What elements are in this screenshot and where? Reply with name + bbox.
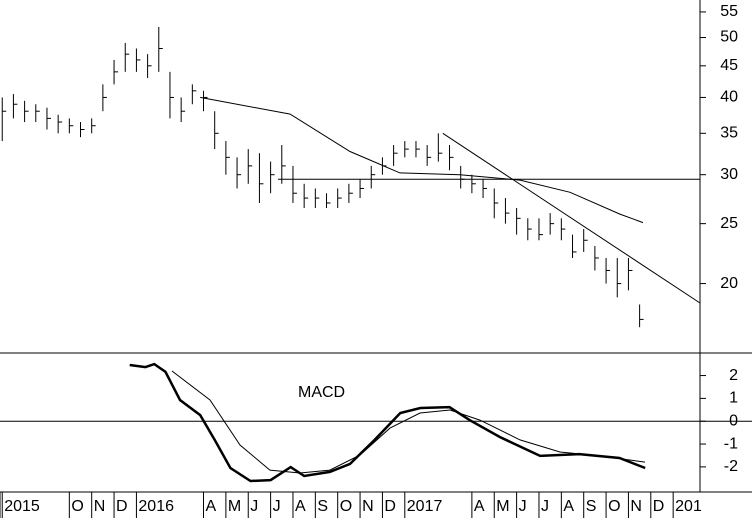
x-tick-label: 2016: [138, 498, 174, 515]
trendline: [442, 132, 701, 304]
x-tick-label: M: [496, 498, 509, 515]
x-tick-label: J: [541, 498, 549, 515]
x-tick-label: 201: [675, 498, 702, 515]
x-tick-label: N: [362, 498, 374, 515]
x-tick-label: D: [384, 498, 396, 515]
x-tick-label: A: [206, 498, 217, 515]
y-tick-label: -2: [724, 458, 738, 475]
x-tick-label: N: [94, 498, 106, 515]
x-tick-label: O: [608, 498, 620, 515]
moving-average: [200, 96, 644, 224]
x-tick-label: 2015: [4, 498, 40, 515]
x-tick-label: J: [273, 498, 281, 515]
x-tick-label: S: [317, 498, 328, 515]
y-tick-label: 35: [720, 125, 738, 142]
y-tick-label: 25: [720, 215, 738, 232]
x-tick-label: J: [250, 498, 258, 515]
y-tick-label: 55: [720, 3, 738, 20]
macd-line: [129, 362, 646, 483]
x-tick-label: A: [474, 498, 485, 515]
y-tick-label: 30: [720, 166, 738, 183]
x-tick-label: 2017: [407, 498, 443, 515]
x-tick-label: D: [653, 498, 665, 515]
y-tick-label: -1: [724, 435, 738, 452]
x-tick-label: S: [586, 498, 597, 515]
x-tick-label: N: [630, 498, 642, 515]
x-tick-label: O: [71, 498, 83, 515]
x-tick-label: J: [519, 498, 527, 515]
y-tick-label: 45: [720, 57, 738, 74]
y-tick-label: 20: [720, 275, 738, 292]
y-tick-label: 2: [729, 367, 738, 384]
x-tick-label: A: [563, 498, 574, 515]
macd-line: [171, 370, 646, 474]
panel-label: MACD: [298, 384, 345, 401]
y-tick-label: 50: [720, 29, 738, 46]
y-tick-label: 40: [720, 89, 738, 106]
y-tick-label: 1: [729, 390, 738, 407]
x-tick-label: D: [116, 498, 128, 515]
x-tick-label: M: [228, 498, 241, 515]
x-tick-label: O: [340, 498, 352, 515]
x-tick-label: A: [295, 498, 306, 515]
